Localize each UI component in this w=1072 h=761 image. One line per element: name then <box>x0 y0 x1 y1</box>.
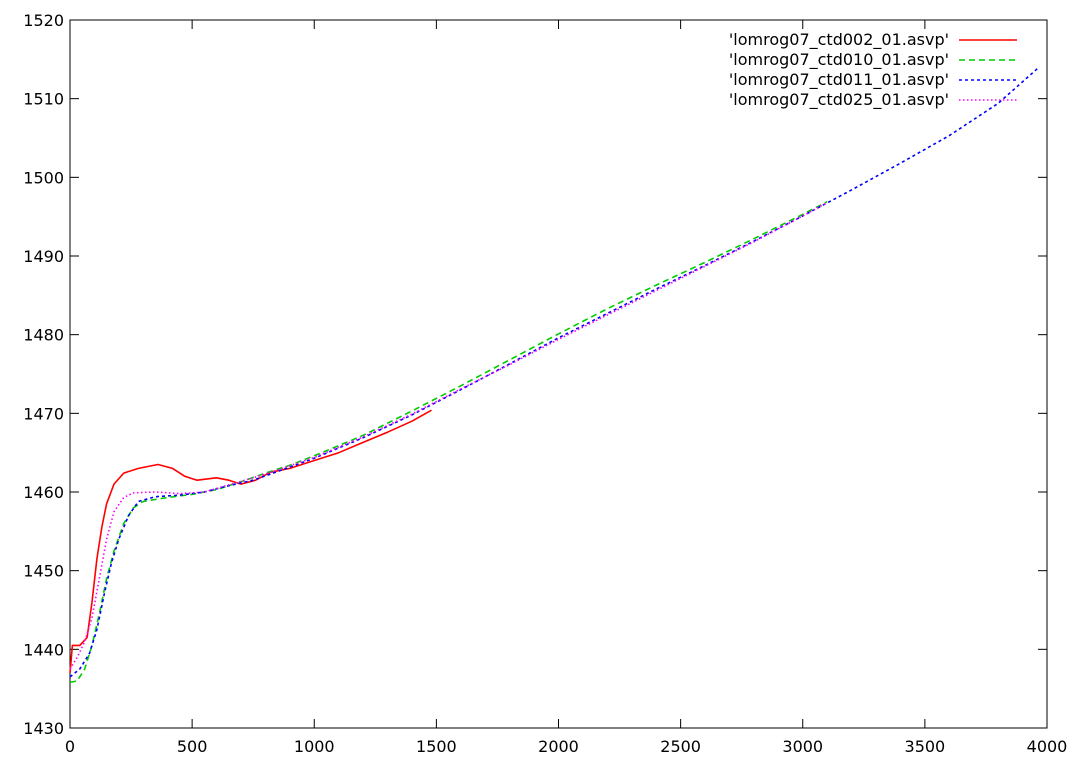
tick-layer: 0 500 1000 1500 2000 2500 3000 3500 4000 1430 1440… <box>23 11 1067 756</box>
series-line-1 <box>69 409 432 673</box>
plot-frame <box>69 19 1048 729</box>
x-tick-label: 2000 <box>538 737 579 756</box>
series-line-2 <box>69 200 828 684</box>
series-layer <box>69 68 1038 684</box>
series-line-4 <box>69 201 828 670</box>
legend-label: 'lomrog07_ctd025_01.asvp' <box>729 90 949 110</box>
y-tick-label: 1510 <box>23 90 64 109</box>
legend-label: 'lomrog07_ctd002_01.asvp' <box>729 30 949 50</box>
y-tick-label: 1440 <box>23 640 64 659</box>
x-tick-label: 1000 <box>294 737 335 756</box>
legend: 'lomrog07_ctd002_01.asvp''lomrog07_ctd01… <box>729 30 1017 110</box>
legend-label: 'lomrog07_ctd011_01.asvp' <box>729 70 949 90</box>
y-tick-label: 1460 <box>23 483 64 502</box>
y-tick-label: 1490 <box>23 247 64 266</box>
y-tick-label: 1480 <box>23 326 64 345</box>
x-tick-label: 500 <box>177 737 208 756</box>
y-tick-label: 1450 <box>23 562 64 581</box>
y-tick-label: 1500 <box>23 168 64 187</box>
y-tick-label: 1430 <box>23 719 64 738</box>
legend-label: 'lomrog07_ctd010_01.asvp' <box>729 50 949 70</box>
x-tick-label: 1500 <box>416 737 457 756</box>
y-tick-label: 1470 <box>23 404 64 423</box>
x-tick-label: 3500 <box>905 737 946 756</box>
x-tick-label: 2500 <box>660 737 701 756</box>
x-tick-label: 4000 <box>1027 737 1068 756</box>
x-tick-label: 0 <box>65 737 75 756</box>
plot-frame-layer <box>69 19 1048 729</box>
x-tick-label: 3000 <box>782 737 823 756</box>
y-tick-label: 1520 <box>23 11 64 30</box>
series-line-3 <box>69 68 1038 678</box>
